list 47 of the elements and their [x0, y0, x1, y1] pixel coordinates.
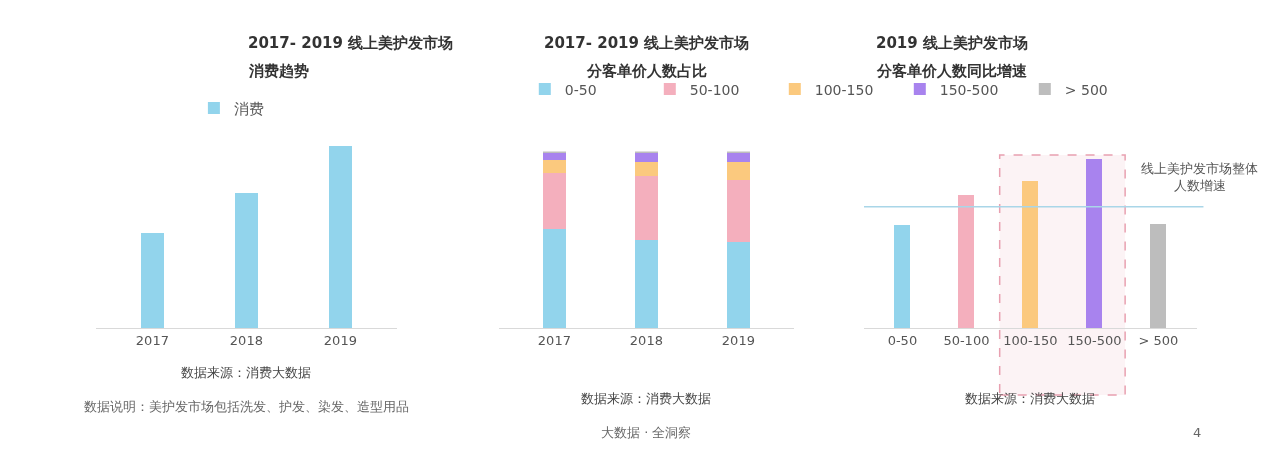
bar — [726, 153, 750, 163]
bar — [634, 239, 658, 329]
chart-title: 2017- 2019 线上美护发市场 — [248, 34, 454, 52]
x-tick-label: 2019 — [721, 332, 755, 348]
chart-subtitle: 消费趋势 — [248, 62, 309, 80]
bar — [726, 162, 750, 180]
bar — [1022, 181, 1039, 329]
x-tick-label: 2018 — [229, 332, 263, 348]
x-tick-label: 2019 — [323, 332, 357, 348]
bar — [1086, 159, 1103, 329]
bar — [542, 172, 566, 230]
x-tick-label: 2017 — [537, 332, 571, 348]
ref-line-label: 线上美护发市场整体人数增速 — [1141, 161, 1258, 193]
legend-label: 0-50 — [564, 81, 597, 98]
source-note: 数据来源：消费大数据 — [965, 391, 1095, 406]
bar — [894, 225, 911, 329]
text: 大数据 · 全洞察 — [601, 425, 692, 440]
legend-label: 150-500 — [939, 81, 999, 98]
x-tick-label: 2018 — [629, 332, 663, 348]
bar — [542, 229, 566, 329]
x-tick-label: 150-500 — [1067, 332, 1122, 348]
legend-label: > 500 — [1064, 81, 1108, 98]
x-tick-label: > 500 — [1138, 332, 1179, 348]
bar — [542, 153, 566, 161]
bar — [542, 160, 566, 173]
chart-subtitle: 分客单价人数同比增速 — [876, 62, 1028, 80]
bar — [634, 176, 658, 240]
text: 4 — [1193, 425, 1202, 440]
chart-title: 2017- 2019 线上美护发市场 — [544, 34, 750, 52]
legend-label: 消费 — [233, 99, 264, 118]
x-tick-label: 100-150 — [1003, 332, 1058, 348]
legend-label: 50-100 — [689, 81, 740, 98]
x-tick-label: 50-100 — [943, 332, 990, 348]
x-tick-label: 0-50 — [887, 332, 918, 348]
chart-title: 2019 线上美护发市场 — [876, 34, 1028, 52]
source-note: 数据来源：消费大数据 — [581, 391, 711, 406]
bar — [726, 179, 750, 242]
bar — [634, 153, 658, 163]
source-note: 数据来源：消费大数据 — [181, 365, 311, 380]
chart-subtitle: 分客单价人数占比 — [586, 62, 707, 80]
text: 数据说明：美护发市场包括洗发、护发、染发、造型用品 — [84, 399, 409, 414]
legend-label: 100-150 — [814, 81, 874, 98]
x-tick-label: 2017 — [135, 332, 169, 348]
bar — [1150, 223, 1167, 329]
bar — [726, 241, 750, 329]
bar — [958, 194, 975, 329]
bar — [634, 162, 658, 177]
